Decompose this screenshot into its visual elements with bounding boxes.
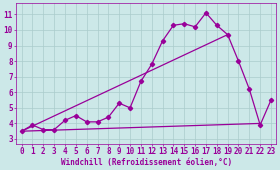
X-axis label: Windchill (Refroidissement éolien,°C): Windchill (Refroidissement éolien,°C) (61, 158, 232, 167)
